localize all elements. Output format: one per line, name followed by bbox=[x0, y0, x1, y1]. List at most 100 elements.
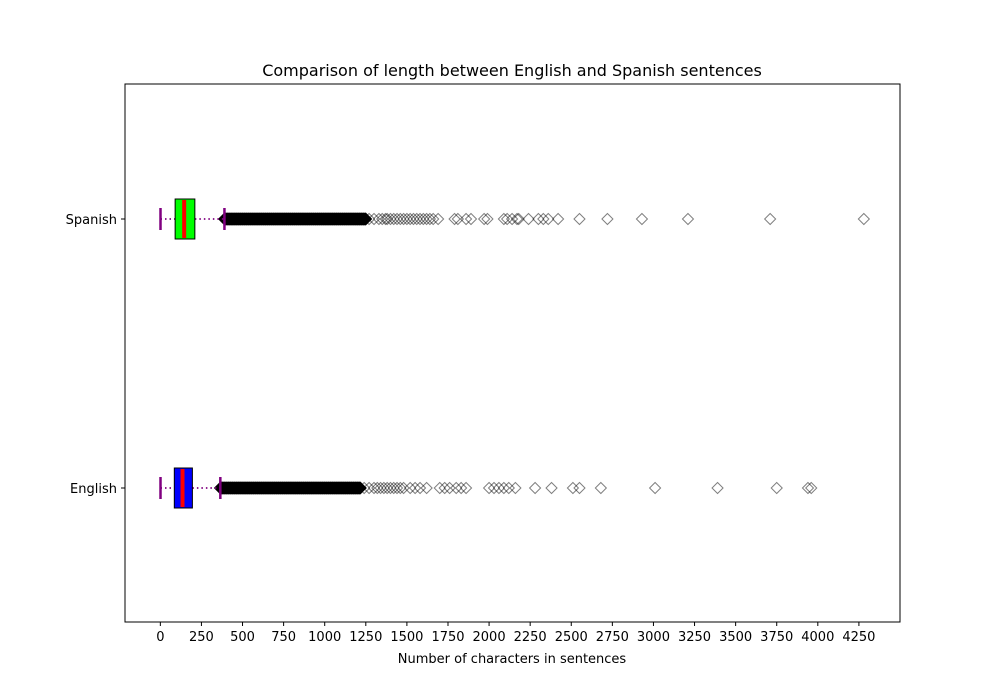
outlier-point bbox=[477, 212, 491, 226]
outlier-point bbox=[400, 212, 414, 226]
outlier-point bbox=[367, 481, 381, 495]
outlier-point bbox=[542, 212, 555, 226]
outlier-point bbox=[408, 481, 422, 495]
outlier-point bbox=[551, 212, 565, 226]
x-tick-label: 4000 bbox=[801, 630, 834, 645]
outlier-point bbox=[448, 212, 461, 226]
outlier-point bbox=[394, 481, 407, 495]
outlier-point bbox=[528, 481, 542, 495]
outlier-point bbox=[387, 212, 400, 226]
outlier-point bbox=[497, 481, 511, 495]
outlier-point bbox=[420, 212, 433, 226]
box-spanish bbox=[159, 198, 871, 240]
outlier-point bbox=[417, 212, 430, 226]
outlier-point bbox=[648, 481, 662, 495]
outlier-point bbox=[387, 481, 400, 495]
outlier-point bbox=[500, 212, 514, 226]
plot-frame bbox=[124, 83, 901, 623]
outlier-point bbox=[449, 481, 463, 495]
outlier-point bbox=[413, 481, 427, 495]
x-tick-label: 1500 bbox=[390, 630, 423, 645]
x-tick-label: 3500 bbox=[719, 630, 752, 645]
outlier-point bbox=[433, 481, 446, 495]
outlier-point bbox=[510, 212, 524, 226]
outlier-point bbox=[357, 481, 371, 495]
outlier-point bbox=[601, 212, 614, 226]
outlier-point bbox=[390, 481, 404, 495]
outlier-point bbox=[454, 481, 468, 495]
outlier-point bbox=[459, 481, 473, 495]
x-tick-label: 2000 bbox=[473, 630, 506, 645]
outlier-point bbox=[438, 481, 451, 495]
outlier-point bbox=[384, 212, 397, 226]
outlier-point bbox=[372, 212, 386, 226]
outlier-point bbox=[397, 481, 410, 495]
outlier-point bbox=[362, 212, 376, 226]
outlier-point bbox=[379, 212, 392, 226]
x-tick-label: 3750 bbox=[760, 630, 793, 645]
outlier-point bbox=[353, 481, 367, 495]
x-tick-label: 2750 bbox=[596, 630, 629, 645]
outlier-point bbox=[451, 212, 465, 226]
x-tick-label: 1250 bbox=[349, 630, 382, 645]
x-tick-label: 1750 bbox=[431, 630, 464, 645]
outlier-point bbox=[545, 481, 558, 495]
outlier-point bbox=[390, 212, 404, 226]
outlier-point bbox=[359, 212, 373, 226]
outlier-point bbox=[502, 481, 516, 495]
x-axis-label: Number of characters in sentences bbox=[398, 652, 627, 667]
outlier-point bbox=[805, 481, 818, 495]
outlier-point bbox=[481, 212, 494, 226]
outlier-point bbox=[426, 212, 440, 226]
y-tick-label: Spanish bbox=[66, 213, 117, 228]
outlier-point bbox=[394, 212, 407, 226]
outlier-point bbox=[635, 212, 649, 226]
outlier-point bbox=[403, 212, 417, 226]
outlier-point bbox=[380, 481, 394, 495]
outlier-point bbox=[487, 481, 501, 495]
box-english bbox=[159, 467, 818, 509]
outlier-point bbox=[443, 481, 456, 495]
outlier-point bbox=[594, 481, 608, 495]
outlier-point bbox=[377, 481, 391, 495]
outlier-point bbox=[573, 212, 586, 226]
outlier-point bbox=[384, 481, 397, 495]
x-tick-label: 0 bbox=[156, 630, 164, 645]
outlier-point bbox=[857, 212, 871, 226]
outlier-point bbox=[420, 481, 433, 495]
outlier-point bbox=[407, 212, 420, 226]
outlier-point bbox=[459, 212, 473, 226]
outlier-point bbox=[492, 481, 506, 495]
outlier-point bbox=[367, 212, 381, 226]
outlier-point bbox=[403, 481, 417, 495]
outlier-point bbox=[464, 212, 478, 226]
outlier-point bbox=[573, 481, 586, 495]
outlier-point bbox=[505, 212, 519, 226]
outlier-point bbox=[537, 212, 550, 226]
outlier-point bbox=[374, 481, 387, 495]
outlier-point bbox=[380, 212, 394, 226]
x-tick-label: 1000 bbox=[308, 630, 341, 645]
outlier-point bbox=[770, 481, 783, 495]
outlier-point bbox=[362, 481, 376, 495]
outlier-point bbox=[482, 481, 496, 495]
outlier-point bbox=[566, 481, 580, 495]
x-tick-label: 250 bbox=[189, 630, 214, 645]
outlier-point bbox=[532, 212, 545, 226]
outlier-point bbox=[431, 212, 445, 226]
y-axis-ticks: Spanish English bbox=[66, 213, 125, 497]
outlier-point bbox=[413, 212, 427, 226]
x-tick-label: 750 bbox=[271, 630, 296, 645]
outlier-point bbox=[371, 481, 384, 495]
outlier-point bbox=[763, 212, 777, 226]
outlier-point bbox=[522, 212, 535, 226]
outlier-point bbox=[512, 212, 525, 226]
x-tick-label: 4250 bbox=[842, 630, 875, 645]
outlier-point bbox=[711, 481, 724, 495]
x-tick-label: 2500 bbox=[555, 630, 588, 645]
outlier-point bbox=[509, 481, 522, 495]
x-tick-label: 3000 bbox=[637, 630, 670, 645]
x-axis-ticks: 0 250 500 750 1000 1250 1500 1750 2000 2250 2500 27… bbox=[156, 622, 875, 645]
outlier-point bbox=[423, 212, 437, 226]
